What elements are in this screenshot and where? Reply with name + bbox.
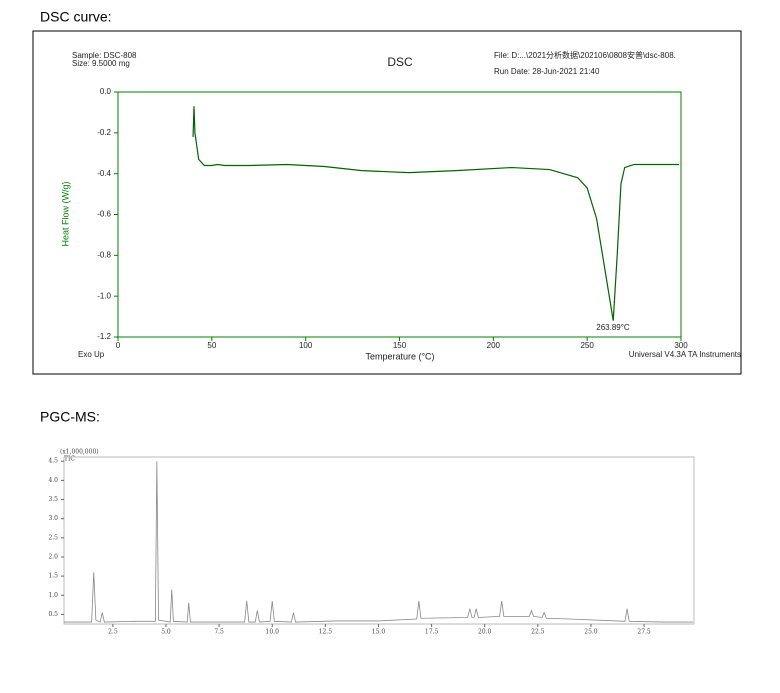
y-tick-label: -0.6	[97, 210, 111, 219]
footer-note: Universal V4.3A TA Instruments	[629, 350, 741, 359]
size: Size: 9.5000 mg	[72, 59, 130, 68]
y-tick-label: 0.5	[48, 611, 58, 618]
x-tick-label: 17.5	[425, 629, 439, 636]
plot-frame	[117, 91, 682, 338]
y-unit: (x1,000,000)	[60, 449, 99, 456]
x-tick-label: 20.0	[478, 629, 492, 636]
x-tick-label: 0	[116, 341, 121, 350]
exo-up: Exo Up	[78, 350, 105, 359]
file: File: D:...\2021分析数据\202106\0808安普\dsc-8…	[494, 50, 676, 60]
y-tick-label: 3.0	[48, 515, 58, 522]
x-tick-label: 12.5	[319, 629, 333, 636]
y-tick-label: 1.5	[48, 573, 58, 580]
y-tick-label: -0.4	[97, 169, 111, 178]
x-tick-label: 250	[580, 341, 594, 350]
run-date: Run Date: 28-Jun-2021 21:40	[494, 67, 600, 76]
y-tick-label: 4.0	[48, 477, 58, 484]
legend-entry: TIC	[64, 456, 75, 463]
y-tick-label: 4.5	[48, 458, 58, 465]
x-tick-label: 50	[207, 341, 216, 350]
x-tick-label: 100	[299, 341, 313, 350]
x-tick-label: 25.0	[584, 629, 598, 636]
heading: PGC-MS:	[40, 409, 100, 425]
x-axis-label: Temperature (°C)	[365, 351, 434, 361]
y-tick-label: 2.5	[48, 534, 58, 541]
data-line	[64, 461, 693, 623]
heading: DSC curve:	[40, 9, 112, 25]
x-tick-label: 7.5	[214, 629, 224, 636]
y-tick-label: 0.0	[100, 87, 112, 96]
y-tick-label: -0.2	[97, 128, 111, 137]
x-tick-label: 15.0	[372, 629, 386, 636]
sample: Sample: DSC-808	[72, 51, 137, 60]
x-tick-label: 5.0	[161, 629, 171, 636]
y-tick-label: -0.8	[97, 250, 111, 259]
x-tick-label: 150	[393, 341, 407, 350]
y-tick-label: -1.0	[97, 291, 111, 300]
x-tick-label: 27.5	[637, 629, 651, 636]
x-tick-label: 22.5	[531, 629, 545, 636]
y-axis-label: Heat Flow (W/g)	[60, 181, 70, 246]
plot-frame	[63, 456, 695, 625]
x-tick-label: 2.5	[108, 629, 118, 636]
y-tick-label: 3.5	[48, 496, 58, 503]
y-tick-label: -1.2	[97, 332, 111, 341]
y-tick-label: 2.0	[48, 553, 58, 560]
data-line	[192, 106, 680, 321]
x-tick-label: 10.0	[266, 629, 280, 636]
peak-annotation: 263.89°C	[596, 323, 630, 332]
y-tick-label: 1.0	[48, 592, 58, 599]
x-tick-label: 300	[674, 341, 688, 350]
dsc-frame	[32, 30, 742, 375]
x-tick-label: 200	[487, 341, 501, 350]
chart-title: DSC	[387, 55, 413, 69]
